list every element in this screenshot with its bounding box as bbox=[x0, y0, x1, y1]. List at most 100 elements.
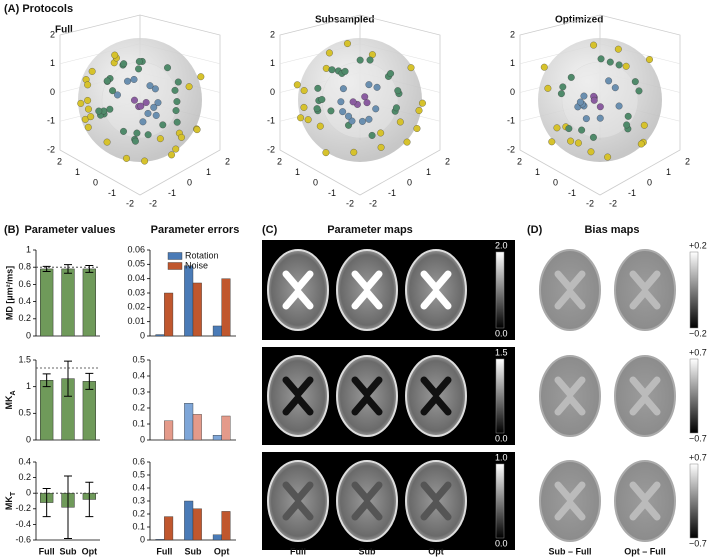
y-tick-label: 2 bbox=[685, 156, 690, 166]
direction-point bbox=[557, 90, 565, 98]
direction-point bbox=[135, 58, 143, 65]
direction-point bbox=[624, 112, 632, 120]
label-main: MK bbox=[4, 496, 14, 510]
z-tick-label: 2 bbox=[270, 29, 275, 39]
direction-point bbox=[348, 117, 356, 125]
direction-point bbox=[415, 107, 423, 114]
direction-point bbox=[304, 116, 312, 124]
direction-point bbox=[396, 118, 404, 126]
y-tick-label: 0.2 bbox=[132, 402, 145, 412]
ventricles bbox=[554, 270, 586, 310]
direction-point bbox=[363, 99, 371, 107]
direction-point bbox=[95, 107, 103, 115]
y-tick-label: 0.3 bbox=[132, 386, 145, 396]
column-label: Sub bbox=[359, 546, 377, 556]
y-tick-label: 1.5 bbox=[18, 354, 31, 364]
direction-point bbox=[87, 113, 95, 121]
direction-point bbox=[193, 126, 201, 134]
x-tick-label: -2 bbox=[346, 198, 354, 208]
plot-title: Full bbox=[55, 25, 73, 36]
bar bbox=[212, 534, 222, 541]
z-tick-label: 1 bbox=[510, 58, 515, 68]
x-tick-label: -2 bbox=[586, 198, 594, 208]
error-bar bbox=[64, 360, 72, 397]
x-tick-label: 2 bbox=[57, 156, 62, 166]
y-tick-label: 0.8 bbox=[18, 262, 31, 272]
direction-point bbox=[174, 78, 182, 86]
direction-point bbox=[77, 99, 85, 107]
x-tick-label: Sub bbox=[60, 546, 78, 556]
direction-point bbox=[144, 131, 152, 139]
ventricles bbox=[282, 270, 314, 310]
error-bar bbox=[42, 265, 51, 272]
y-tick-label: 1 bbox=[426, 167, 431, 177]
ventricles bbox=[629, 376, 661, 416]
direction-point bbox=[611, 84, 619, 92]
x-tick-label: Full bbox=[39, 546, 55, 556]
direction-point bbox=[637, 140, 645, 148]
y-tick-label: 0.06 bbox=[127, 244, 145, 254]
colorbar bbox=[689, 463, 699, 539]
y-tick-label: -2 bbox=[369, 198, 377, 208]
direction-point bbox=[133, 129, 141, 137]
direction-point bbox=[168, 151, 176, 159]
y-tick-label: 0 bbox=[140, 534, 145, 544]
bar bbox=[221, 278, 231, 337]
direction-point bbox=[164, 64, 171, 72]
direction-point bbox=[589, 133, 597, 141]
y-tick-label: 1 bbox=[666, 167, 671, 177]
direction-point bbox=[574, 139, 582, 147]
y-tick-label: 2 bbox=[225, 156, 230, 166]
direction-point bbox=[114, 91, 121, 99]
direction-point bbox=[580, 92, 588, 100]
y-tick-label: 0 bbox=[26, 434, 31, 444]
x-tick-label: 1 bbox=[75, 167, 80, 177]
y-tick-label: -1 bbox=[168, 188, 176, 198]
bar bbox=[40, 380, 54, 441]
direction-point bbox=[84, 123, 92, 131]
direction-point bbox=[590, 41, 598, 49]
bar bbox=[155, 334, 165, 337]
direction-point bbox=[120, 60, 128, 68]
bar bbox=[164, 516, 174, 541]
direction-point bbox=[293, 81, 301, 89]
y-tick-label: 0.6 bbox=[132, 456, 145, 466]
error-bar bbox=[85, 372, 94, 390]
inner-sphere bbox=[321, 61, 399, 139]
bar bbox=[40, 268, 54, 337]
direction-point bbox=[567, 137, 575, 145]
direction-point bbox=[565, 125, 573, 133]
direction-point bbox=[131, 96, 138, 104]
x-tick-label: 0 bbox=[313, 177, 318, 187]
direction-point bbox=[156, 135, 164, 143]
direction-point bbox=[300, 103, 308, 111]
y-axis-label: MKT bbox=[4, 491, 16, 510]
direction-point bbox=[615, 102, 623, 110]
colorbar bbox=[495, 251, 505, 329]
direction-point bbox=[349, 98, 357, 106]
colorbar-max: +0.7 bbox=[689, 452, 707, 462]
direction-point bbox=[111, 51, 119, 59]
column-title: Parameter maps bbox=[327, 224, 413, 236]
direction-point bbox=[123, 154, 130, 162]
direction-point bbox=[313, 105, 321, 113]
x-tick-label: 0 bbox=[93, 177, 98, 187]
x-tick-label: 1 bbox=[535, 167, 540, 177]
bar bbox=[82, 381, 96, 441]
y-tick-label: 0.02 bbox=[127, 302, 145, 312]
label-sub: T bbox=[10, 491, 17, 496]
direction-point bbox=[350, 148, 358, 156]
y-tick-label: -0.6 bbox=[15, 534, 31, 544]
direction-point bbox=[341, 67, 349, 75]
bar bbox=[184, 265, 194, 337]
direction-point bbox=[606, 58, 614, 66]
bar bbox=[184, 403, 194, 441]
direction-point bbox=[365, 81, 373, 89]
y-tick-label: 0.01 bbox=[127, 316, 145, 326]
panel-label: (D) bbox=[527, 224, 543, 236]
direction-point bbox=[84, 97, 92, 104]
bar bbox=[164, 420, 174, 441]
direction-point bbox=[178, 133, 185, 141]
colorbar-min: 0.0 bbox=[495, 538, 508, 548]
column-title: Bias maps bbox=[584, 224, 639, 236]
